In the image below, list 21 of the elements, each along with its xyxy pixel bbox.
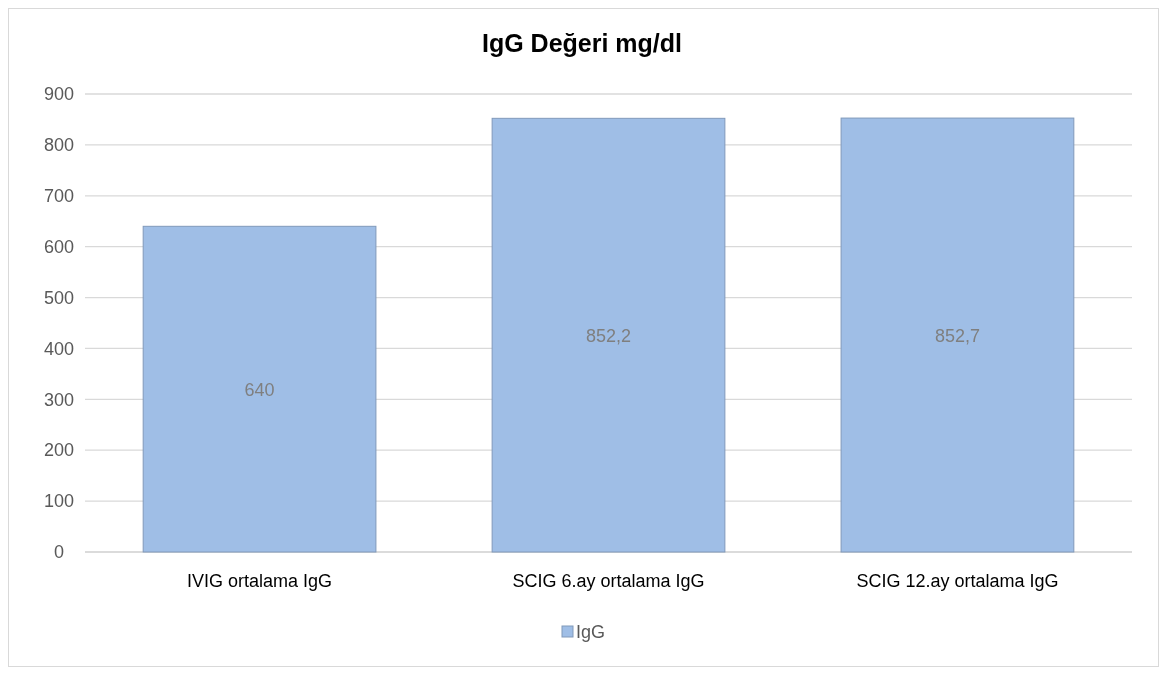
- data-label: 852,7: [934, 326, 980, 347]
- y-tick-label: 500: [43, 287, 75, 308]
- y-tick-label: 100: [43, 491, 75, 512]
- chart-title: IgG Değeri mg/dl: [481, 29, 683, 57]
- bar: [840, 117, 1075, 553]
- y-tick-label: 0: [53, 542, 65, 563]
- y-tick-label: 400: [43, 338, 75, 359]
- y-tick-label: 900: [43, 84, 75, 105]
- y-tick-label: 300: [43, 389, 75, 410]
- x-tick-label: IVIG ortalama IgG: [187, 570, 333, 591]
- data-label: 640: [244, 380, 275, 401]
- x-tick-label: SCIG 12.ay ortalama IgG: [856, 570, 1059, 591]
- bar: [491, 117, 726, 553]
- y-tick-label: 600: [43, 236, 75, 257]
- bar: [142, 225, 377, 553]
- legend-label: IgG: [576, 622, 606, 642]
- x-tick-label: SCIG 6.ay ortalama IgG: [512, 570, 705, 591]
- y-tick-label: 800: [43, 135, 75, 156]
- y-tick-label: 200: [43, 440, 75, 461]
- data-label: 852,2: [585, 326, 632, 347]
- y-tick-label: 700: [43, 186, 75, 207]
